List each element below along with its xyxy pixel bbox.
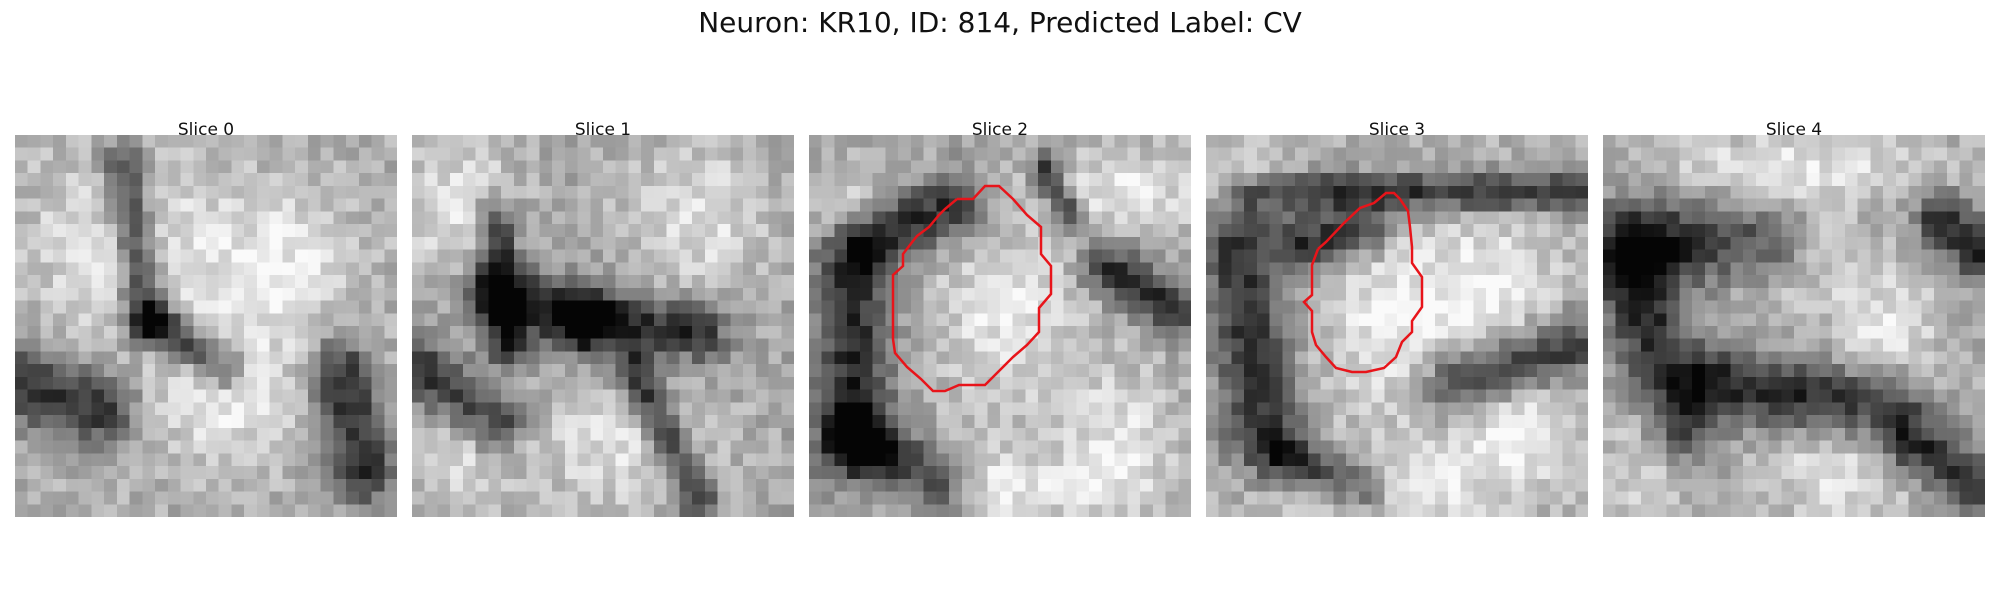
slice-panel-2: Slice 2 <box>809 118 1191 142</box>
slice-image <box>1603 135 1985 517</box>
slice-panel-4: Slice 4 <box>1603 118 1985 142</box>
slice-panel-0: Slice 0 <box>15 118 397 142</box>
slice-panel-1: Slice 1 <box>412 118 794 142</box>
figure-title: Neuron: KR10, ID: 814, Predicted Label: … <box>0 6 2000 39</box>
segmentation-contour <box>1206 135 1588 517</box>
slice-image <box>15 135 397 517</box>
segmentation-contour <box>809 135 1191 517</box>
slice-image <box>412 135 794 517</box>
slice-image <box>809 135 1191 517</box>
slice-image <box>1206 135 1588 517</box>
slice-panel-3: Slice 3 <box>1206 118 1588 142</box>
